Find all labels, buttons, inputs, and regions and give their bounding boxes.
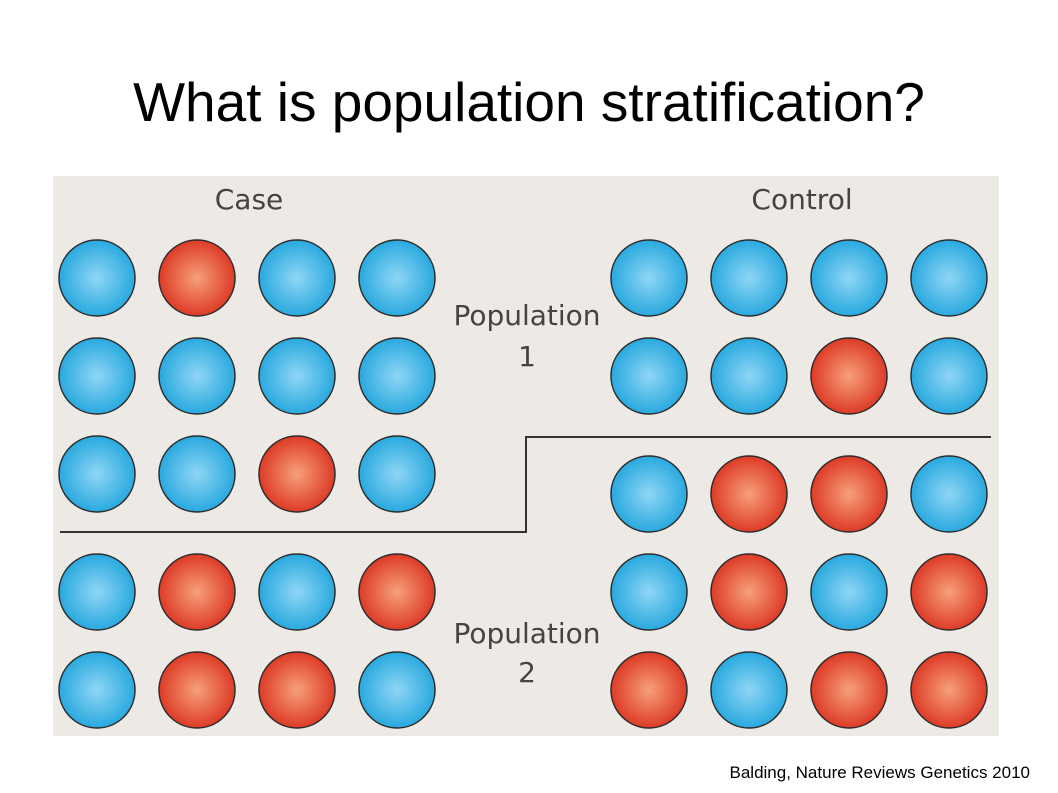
blue-individual-circle [258, 337, 336, 415]
population-2-case-circles [58, 553, 436, 729]
blue-individual-circle [610, 337, 688, 415]
red-individual-circle [810, 651, 888, 729]
red-individual-circle [910, 651, 988, 729]
blue-individual-circle [158, 337, 236, 415]
circles-layer [58, 239, 988, 729]
blue-individual-circle [810, 239, 888, 317]
blue-individual-circle [358, 651, 436, 729]
blue-individual-circle [58, 553, 136, 631]
blue-individual-circle [610, 239, 688, 317]
red-individual-circle [710, 553, 788, 631]
case-label: Case [215, 183, 284, 216]
blue-individual-circle [910, 455, 988, 533]
population-1-control-circles [610, 239, 988, 415]
red-individual-circle [258, 435, 336, 513]
blue-individual-circle [810, 553, 888, 631]
blue-individual-circle [58, 435, 136, 513]
population-divider-line [60, 436, 991, 533]
red-individual-circle [610, 651, 688, 729]
blue-individual-circle [358, 239, 436, 317]
population-1-number: 1 [518, 340, 536, 373]
blue-individual-circle [58, 239, 136, 317]
blue-individual-circle [610, 455, 688, 533]
blue-individual-circle [910, 337, 988, 415]
diagram-canvas: Case Control Population 1 Population 2 [53, 176, 999, 736]
red-individual-circle [258, 651, 336, 729]
blue-individual-circle [258, 239, 336, 317]
blue-individual-circle [58, 337, 136, 415]
red-individual-circle [710, 455, 788, 533]
slide-title: What is population stratification? [133, 71, 925, 133]
red-individual-circle [158, 553, 236, 631]
population-2-label: Population [453, 617, 600, 650]
red-individual-circle [158, 239, 236, 317]
blue-individual-circle [710, 239, 788, 317]
red-individual-circle [358, 553, 436, 631]
red-individual-circle [158, 651, 236, 729]
blue-individual-circle [710, 337, 788, 415]
blue-individual-circle [358, 337, 436, 415]
red-individual-circle [810, 455, 888, 533]
blue-individual-circle [710, 651, 788, 729]
blue-individual-circle [258, 553, 336, 631]
population-1-case-circles [58, 239, 436, 513]
population-2-control-circles [610, 455, 988, 729]
citation: Balding, Nature Reviews Genetics 2010 [729, 763, 1031, 782]
control-label: Control [751, 183, 852, 216]
population-stratification-figure: Case Control Population 1 Population 2 [53, 176, 999, 736]
blue-individual-circle [158, 435, 236, 513]
blue-individual-circle [58, 651, 136, 729]
population-2-number: 2 [518, 656, 536, 689]
red-individual-circle [810, 337, 888, 415]
red-individual-circle [910, 553, 988, 631]
blue-individual-circle [910, 239, 988, 317]
population-1-label: Population [453, 299, 600, 332]
blue-individual-circle [610, 553, 688, 631]
blue-individual-circle [358, 435, 436, 513]
